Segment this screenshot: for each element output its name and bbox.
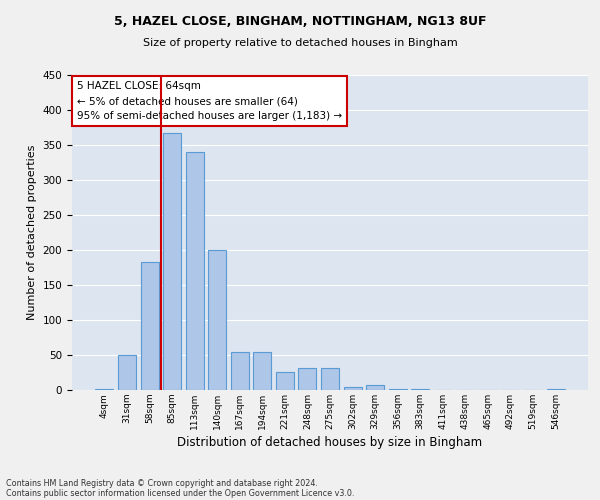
Bar — [547, 388, 565, 390]
Bar — [118, 355, 136, 390]
Bar — [344, 386, 362, 390]
Bar — [253, 352, 271, 390]
Text: 5 HAZEL CLOSE: 64sqm
← 5% of detached houses are smaller (64)
95% of semi-detach: 5 HAZEL CLOSE: 64sqm ← 5% of detached ho… — [77, 82, 342, 121]
Bar — [321, 368, 339, 390]
Y-axis label: Number of detached properties: Number of detached properties — [27, 145, 37, 320]
Bar — [140, 262, 158, 390]
Text: 5, HAZEL CLOSE, BINGHAM, NOTTINGHAM, NG13 8UF: 5, HAZEL CLOSE, BINGHAM, NOTTINGHAM, NG1… — [114, 15, 486, 28]
Bar — [366, 385, 384, 390]
Bar — [276, 372, 294, 390]
Bar — [185, 152, 204, 390]
Bar — [389, 388, 407, 390]
Text: Contains public sector information licensed under the Open Government Licence v3: Contains public sector information licen… — [6, 488, 355, 498]
Bar — [208, 250, 226, 390]
Text: Size of property relative to detached houses in Bingham: Size of property relative to detached ho… — [143, 38, 457, 48]
Bar — [231, 352, 249, 390]
Bar — [163, 133, 181, 390]
Bar — [298, 368, 316, 390]
Bar — [95, 388, 113, 390]
Text: Contains HM Land Registry data © Crown copyright and database right 2024.: Contains HM Land Registry data © Crown c… — [6, 478, 318, 488]
X-axis label: Distribution of detached houses by size in Bingham: Distribution of detached houses by size … — [178, 436, 482, 449]
